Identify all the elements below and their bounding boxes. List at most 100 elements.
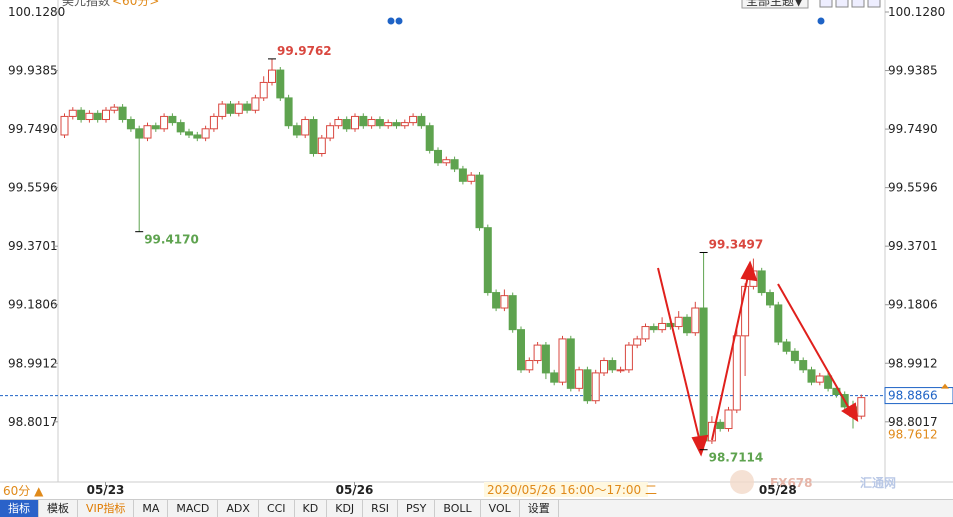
- candle-body: [185, 131, 193, 136]
- candle-body: [475, 174, 484, 229]
- toolbar-button[interactable]: 模板: [39, 500, 78, 517]
- candle-body: [757, 270, 766, 294]
- candle-body: [400, 122, 409, 127]
- candle-body: [649, 326, 658, 331]
- x-tick-label: 05/28: [759, 483, 797, 497]
- theme-button[interactable]: [741, 0, 809, 9]
- y-tick-label-right: 98.8017: [888, 415, 938, 429]
- candle-body: [857, 397, 866, 417]
- candle-body: [541, 344, 550, 374]
- candle-body: [450, 159, 459, 170]
- candle-body: [790, 350, 799, 362]
- period: <60分>: [112, 0, 159, 8]
- toolbar-button[interactable]: MA: [134, 500, 169, 517]
- candle-body: [259, 81, 268, 99]
- y-tick-label: 100.1280: [8, 5, 65, 19]
- candle-body: [658, 322, 667, 331]
- tool-icon[interactable]: [835, 0, 849, 8]
- candle-body: [301, 119, 310, 136]
- candle-body: [292, 125, 301, 136]
- toolbar-button[interactable]: PSY: [398, 500, 436, 517]
- candle-body: [533, 344, 542, 362]
- toolbar-button[interactable]: MACD: [168, 500, 219, 517]
- drawn-arrows: [657, 260, 859, 457]
- y-tick-label-right: 99.1806: [888, 298, 938, 312]
- y-tick-label-right: 99.3701: [888, 239, 938, 253]
- candle-body: [707, 421, 716, 442]
- watermark-logo: [730, 470, 754, 494]
- event-dot[interactable]: [395, 17, 403, 25]
- candle-body: [276, 69, 285, 99]
- candle-body: [143, 125, 152, 139]
- y-tick-label-right: 99.7490: [888, 122, 938, 136]
- annotation: 99.4170: [144, 233, 199, 247]
- candle-body: [633, 338, 642, 346]
- period-button-bg[interactable]: [0, 483, 48, 498]
- arrow-head: [841, 402, 859, 422]
- y-tick-label-right: 99.5596: [888, 181, 938, 195]
- price-label: 98.8866: [888, 389, 938, 403]
- toolbar-button[interactable]: ADX: [218, 500, 259, 517]
- annotation: 99.3497: [709, 237, 764, 251]
- candle-body: [807, 369, 816, 383]
- candle-body: [326, 125, 335, 139]
- candle-body: [434, 149, 442, 164]
- arrow-head: [740, 260, 758, 282]
- annotation: 99.9762: [277, 44, 332, 58]
- candle-body: [243, 103, 252, 111]
- toolbar-button[interactable]: VOL: [481, 500, 520, 517]
- crosshair-label: 2020/05/26 16:00～17:00 二: [487, 483, 657, 497]
- annotation: 98.7114: [709, 451, 764, 465]
- candle-body: [135, 128, 144, 139]
- toolbar-button[interactable]: CCI: [259, 500, 295, 517]
- toolbar-button[interactable]: RSI: [363, 500, 399, 517]
- event-dot[interactable]: [387, 17, 395, 25]
- title: 美元指数: [62, 0, 110, 8]
- candle-body: [608, 360, 617, 371]
- theme-button-label[interactable]: 全部主题▼: [746, 0, 804, 8]
- candle-body: [699, 307, 708, 442]
- toolbar: 指标 模板 VIP指标 MA MACD ADX CCI KD KDJ RSI PSY BOLL VOL 设…: [0, 499, 953, 517]
- y-tick-label: 99.7490: [8, 122, 58, 136]
- y-tick-label: 99.5596: [8, 181, 58, 195]
- toolbar-button[interactable]: KDJ: [327, 500, 364, 517]
- background: [0, 0, 953, 499]
- candle-body: [110, 106, 119, 111]
- tool-icon[interactable]: [867, 0, 881, 8]
- toolbar-button[interactable]: BOLL: [435, 500, 481, 517]
- toolbar-button[interactable]: VIP指标: [78, 500, 135, 517]
- chart: 美元指数 <60分> 全部主题▼ 60分 ▲ 2020/05/26 16:00～…: [0, 0, 953, 499]
- toolbar-button[interactable]: KD: [295, 500, 328, 517]
- candle-body: [550, 372, 559, 383]
- candle-body: [724, 409, 733, 430]
- price-label: 98.7612: [888, 427, 938, 441]
- candle-body: [458, 168, 467, 182]
- event-dot[interactable]: [817, 17, 825, 25]
- candle-body: [351, 115, 359, 130]
- candle-body: [558, 338, 567, 383]
- candle-body: [309, 119, 318, 155]
- tool-icon[interactable]: [819, 0, 833, 8]
- candle-body: [160, 115, 169, 130]
- candle-body: [201, 128, 210, 139]
- y-tick-label: 99.3701: [8, 239, 58, 253]
- candle-body: [583, 369, 592, 402]
- price-pointer: [941, 383, 949, 389]
- toolbar-button[interactable]: 指标: [0, 500, 39, 517]
- arrow-head: [691, 434, 709, 457]
- y-tick-label: 98.8017: [8, 415, 58, 429]
- candle-body: [683, 316, 691, 334]
- y-tick-label-right: 100.1280: [888, 5, 945, 19]
- candle-body: [824, 375, 833, 389]
- x-tick-label: 05/26: [336, 483, 374, 497]
- candle-body: [367, 119, 376, 127]
- candle-body: [176, 122, 185, 133]
- toolbar-button[interactable]: 设置: [520, 500, 559, 517]
- candle-body: [342, 119, 351, 130]
- period-button[interactable]: 60分 ▲: [3, 484, 44, 498]
- tool-icon[interactable]: [851, 0, 865, 8]
- candle-body: [226, 103, 235, 114]
- candle-body: [126, 119, 135, 130]
- y-tick-label-right: 98.9912: [888, 356, 938, 370]
